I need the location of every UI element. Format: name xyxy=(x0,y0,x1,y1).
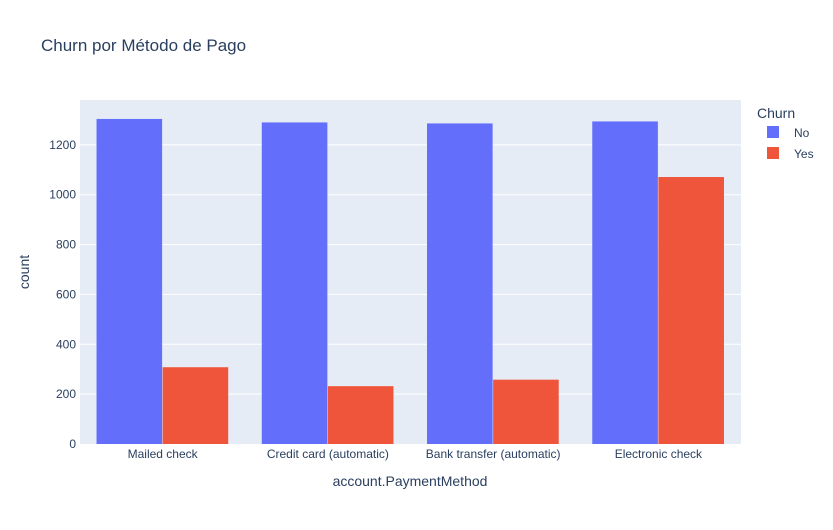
y-axis-title: count xyxy=(16,255,32,289)
legend-swatch-yes[interactable] xyxy=(767,147,779,159)
y-tick-label: 400 xyxy=(56,337,76,351)
bar-yes-2[interactable] xyxy=(493,379,559,444)
y-tick-label: 0 xyxy=(69,437,76,451)
y-tick-label: 1000 xyxy=(49,188,76,202)
bar-no-0[interactable] xyxy=(96,118,163,444)
y-tick-label: 800 xyxy=(56,238,76,252)
x-tick-label: Credit card (automatic) xyxy=(267,447,389,461)
bar-no-3[interactable] xyxy=(592,121,658,444)
y-tick-label: 200 xyxy=(56,387,76,401)
bar-yes-1[interactable] xyxy=(327,386,394,444)
bar-no-2[interactable] xyxy=(427,123,493,444)
bar-yes-0[interactable] xyxy=(162,367,229,444)
y-tick-label: 600 xyxy=(56,287,76,301)
x-tick-label: Bank transfer (automatic) xyxy=(426,447,561,461)
chart-title: Churn por Método de Pago xyxy=(41,36,246,55)
legend-label-yes[interactable]: Yes xyxy=(794,147,814,161)
bar-yes-3[interactable] xyxy=(658,177,724,444)
y-tick-label: 1200 xyxy=(49,138,76,152)
x-tick-label: Electronic check xyxy=(615,447,703,461)
plot-area xyxy=(80,100,741,444)
bar-no-1[interactable] xyxy=(261,122,328,444)
legend-title: Churn xyxy=(757,105,795,121)
x-axis-title: account.PaymentMethod xyxy=(333,473,488,489)
x-tick-label: Mailed check xyxy=(128,447,199,461)
legend-swatch-no[interactable] xyxy=(767,126,779,138)
legend: Churn No Yes xyxy=(757,105,814,161)
legend-label-no[interactable]: No xyxy=(794,126,810,140)
